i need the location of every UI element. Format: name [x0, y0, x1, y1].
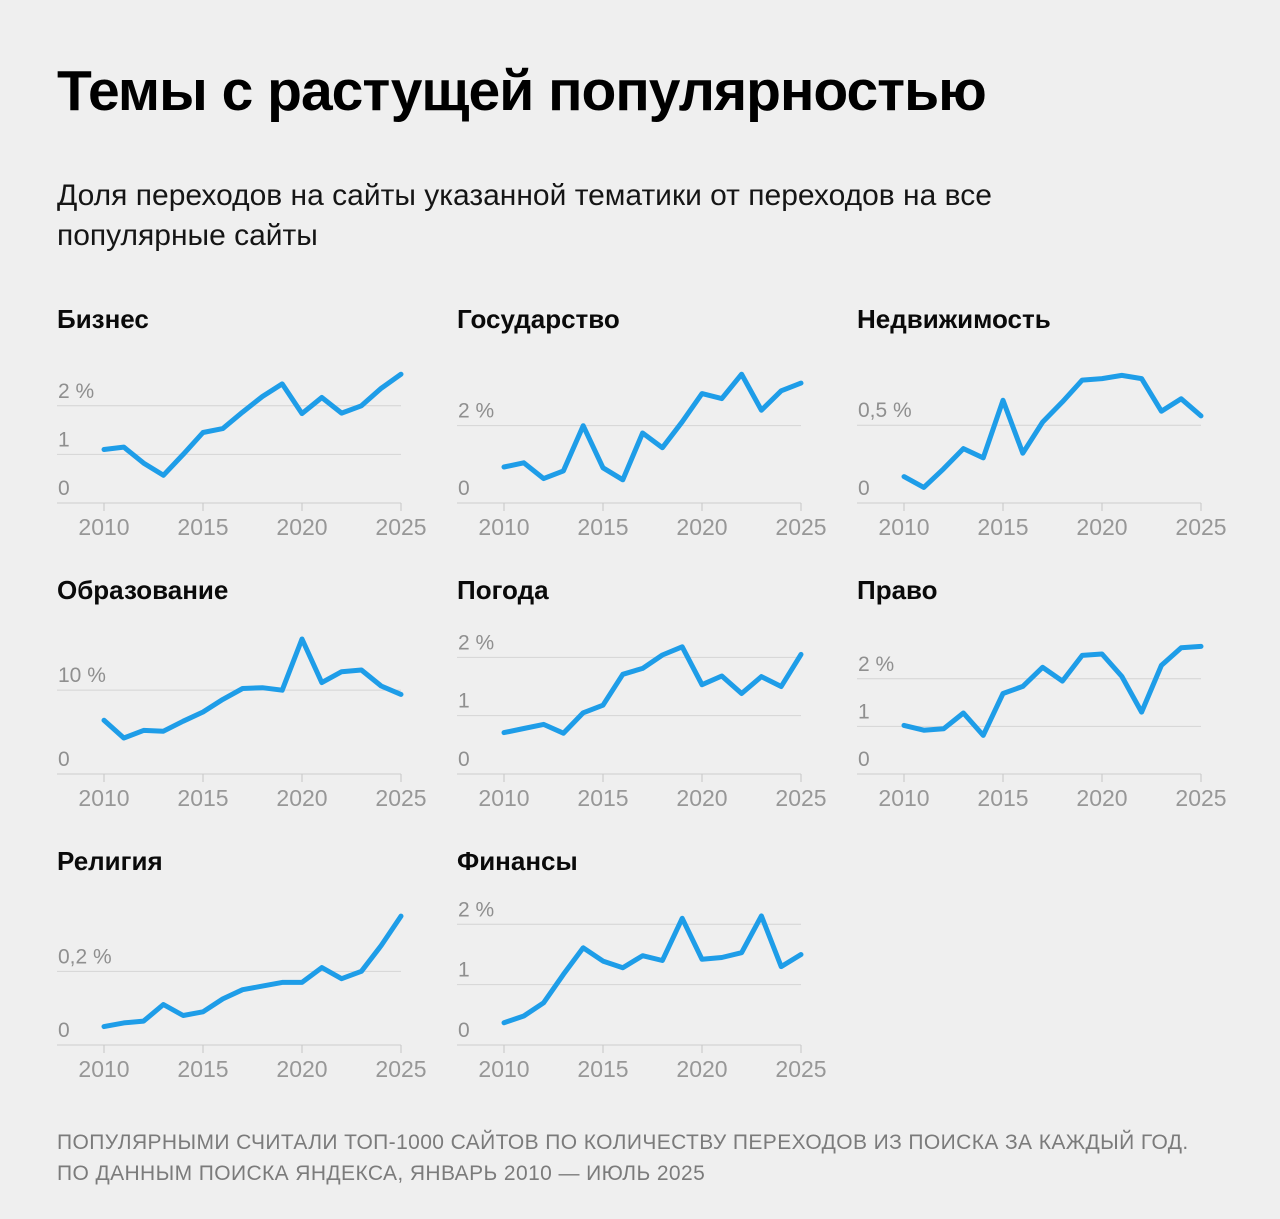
x-tick-label: 2025 [775, 1056, 826, 1082]
x-tick-label: 2025 [1175, 785, 1226, 811]
y-tick-label: 1 [858, 700, 870, 723]
y-tick-label: 0 [58, 748, 70, 771]
page-subtitle: Доля переходов на сайты указанной темати… [57, 179, 992, 252]
series-line [501, 371, 804, 483]
y-tick-label: 1 [458, 959, 470, 982]
chart-card: Недвижимость 0 0,5 % 2010 2015 2020 2025 [857, 304, 1227, 543]
charts-grid: Бизнес 0 1 2 % 2010 2015 2020 2025 Государство 0 2… [57, 304, 1227, 1085]
x-tick-label: 2010 [478, 1056, 529, 1082]
line-chart: 0 1 2 % 2010 2015 2020 2025 [857, 643, 1227, 811]
chart-card: Религия 0 0,2 % 2010 2015 2020 2025 [57, 846, 427, 1085]
x-tick-label: 2015 [977, 514, 1028, 540]
series-line [101, 913, 404, 1030]
x-tick-label: 2020 [1076, 785, 1127, 811]
series-line [901, 643, 1204, 738]
y-tick-label: 0,5 % [858, 399, 912, 422]
y-tick-label: 1 [58, 428, 70, 451]
x-tick-label: 2015 [577, 1056, 628, 1082]
x-tick-label: 2020 [276, 785, 327, 811]
x-tick-label: 2010 [478, 514, 529, 540]
x-tick-label: 2015 [177, 1056, 228, 1082]
line-chart: 0 10 % 2010 2015 2020 2025 [57, 636, 427, 811]
page-title: Темы с растущей популярностью [57, 59, 987, 123]
x-tick-label: 2015 [177, 785, 228, 811]
x-tick-label: 2020 [676, 1056, 727, 1082]
y-tick-label: 0 [458, 748, 470, 771]
x-tick-label: 2020 [276, 1056, 327, 1082]
x-tick-label: 2025 [775, 785, 826, 811]
y-tick-label: 0 [58, 477, 70, 500]
x-tick-label: 2010 [78, 1056, 129, 1082]
x-tick-label: 2020 [1076, 514, 1127, 540]
y-tick-label: 0 [858, 748, 870, 771]
infographic-page: Темы с растущей популярностью Доля перех… [57, 59, 1227, 1185]
chart-card: Погода 0 1 2 % 2010 2015 2020 2025 [457, 575, 827, 814]
series-line [101, 636, 404, 741]
chart-card: Государство 0 2 % 2010 2015 2020 2025 [457, 304, 827, 543]
x-tick-label: 2025 [375, 785, 426, 811]
x-tick-label: 2015 [177, 514, 228, 540]
line-chart: 0 1 2 % 2010 2015 2020 2025 [457, 631, 827, 811]
series-line [501, 913, 804, 1026]
x-tick-label: 2025 [1175, 514, 1226, 540]
y-tick-label: 0 [458, 1019, 470, 1042]
x-tick-label: 2010 [78, 514, 129, 540]
chart-card: Бизнес 0 1 2 % 2010 2015 2020 2025 [57, 304, 427, 543]
chart-card: Право 0 1 2 % 2010 2015 2020 2025 [857, 575, 1227, 814]
chart-title: Погода [457, 575, 549, 605]
series-line [101, 371, 404, 478]
y-tick-label: 2 % [458, 898, 494, 921]
chart-card: Образование 0 10 % 2010 2015 2020 2025 [57, 575, 427, 814]
y-tick-label: 0,2 % [58, 945, 112, 968]
y-tick-label: 0 [58, 1019, 70, 1042]
chart-title: Образование [57, 575, 229, 605]
y-tick-label: 2 % [458, 631, 494, 654]
x-tick-label: 2020 [676, 514, 727, 540]
x-tick-label: 2010 [878, 514, 929, 540]
x-tick-label: 2025 [375, 514, 426, 540]
x-tick-label: 2010 [78, 785, 129, 811]
y-tick-label: 2 % [858, 653, 894, 676]
line-chart: 0 2 % 2010 2015 2020 2025 [457, 371, 827, 540]
series-line [501, 644, 804, 736]
line-chart: 0 0,5 % 2010 2015 2020 2025 [857, 372, 1227, 540]
x-tick-label: 2015 [577, 514, 628, 540]
x-tick-label: 2015 [577, 785, 628, 811]
x-tick-label: 2025 [775, 514, 826, 540]
x-tick-label: 2010 [478, 785, 529, 811]
x-tick-label: 2010 [878, 785, 929, 811]
chart-title: Недвижимость [857, 304, 1051, 334]
y-tick-label: 2 % [58, 380, 94, 403]
chart-title: Право [857, 575, 938, 605]
chart-title: Финансы [457, 846, 578, 876]
x-tick-label: 2020 [676, 785, 727, 811]
x-tick-label: 2025 [375, 1056, 426, 1082]
x-tick-label: 2020 [276, 514, 327, 540]
line-chart: 0 0,2 % 2010 2015 2020 2025 [57, 913, 427, 1082]
line-chart: 0 1 2 % 2010 2015 2020 2025 [457, 898, 827, 1082]
y-tick-label: 0 [458, 477, 470, 500]
series-line [901, 372, 1204, 490]
y-tick-label: 1 [458, 690, 470, 713]
y-tick-label: 10 % [58, 664, 106, 687]
x-tick-label: 2015 [977, 785, 1028, 811]
line-chart: 0 1 2 % 2010 2015 2020 2025 [57, 371, 427, 540]
y-tick-label: 2 % [458, 400, 494, 423]
chart-card: Финансы 0 1 2 % 2010 2015 2020 2025 [457, 846, 827, 1085]
chart-title: Государство [457, 304, 620, 334]
chart-title: Бизнес [57, 304, 149, 334]
source-note: ПОПУЛЯРНЫМИ СЧИТАЛИ ТОП-1000 САЙТОВ ПО К… [57, 1131, 1189, 1185]
y-tick-label: 0 [858, 477, 870, 500]
chart-title: Религия [57, 846, 163, 876]
